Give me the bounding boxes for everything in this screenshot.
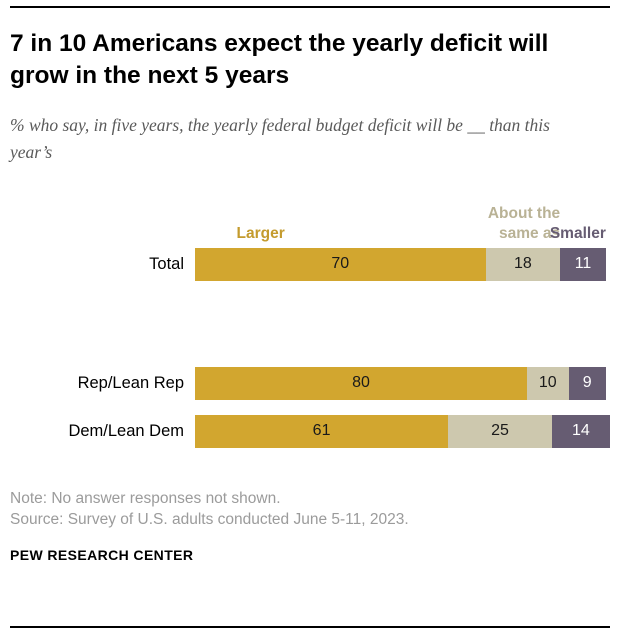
bar-segment-larger: 80 <box>195 366 527 400</box>
row-gap <box>10 400 610 415</box>
source-text: Source: Survey of U.S. adults conducted … <box>10 511 409 529</box>
bar-value: 9 <box>582 374 592 392</box>
bar-value: 25 <box>491 422 509 440</box>
legend-label-about-the-same: About the same as <box>487 205 561 242</box>
bar-group-total: 70 18 11 <box>195 247 610 281</box>
category-label-dem: Dem/Lean Dem <box>68 421 184 440</box>
bar-value: 70 <box>331 255 350 273</box>
chart-subtitle: % who say, in five years, the yearly fed… <box>10 114 550 162</box>
note-text: Note: No answer responses not shown. <box>10 489 281 507</box>
stacked-bar-chart: Larger About the same as Smaller Total 7… <box>10 184 610 448</box>
bar-group-rep: 80 10 9 <box>195 366 610 400</box>
bar-segment-larger: 70 <box>195 247 486 281</box>
bar-segment-about-the-same: 18 <box>485 247 561 281</box>
bar-value: 61 <box>312 422 331 440</box>
bar-segment-smaller: 14 <box>551 414 610 448</box>
bar-group-dem: 61 25 14 <box>195 414 610 448</box>
bar-segment-about-the-same: 25 <box>448 414 552 448</box>
category-label-rep: Rep/Lean Rep <box>77 373 184 392</box>
bar-segment-smaller: 9 <box>568 366 606 400</box>
bar-segment-larger: 61 <box>195 414 449 448</box>
bar-value: 14 <box>572 422 590 440</box>
bottom-divider <box>10 626 610 628</box>
pew-research-center-wordmark: PEW RESEARCH CENTER <box>10 546 194 563</box>
bar-value: 11 <box>574 255 592 273</box>
category-label-total: Total <box>149 254 184 273</box>
bar-segment-about-the-same: 10 <box>527 366 569 400</box>
legend-label-smaller: Smaller <box>549 224 606 242</box>
page-title: 7 in 10 Americans expect the yearly defi… <box>10 30 549 89</box>
chart-row-rep: Rep/Lean Rep 80 10 9 <box>10 366 610 400</box>
group-gap <box>10 281 610 367</box>
bar-value: 10 <box>538 374 557 392</box>
top-divider <box>10 6 610 8</box>
bar-value: 18 <box>513 255 532 273</box>
chart-row-dem: Dem/Lean Dem 61 25 14 <box>10 414 610 448</box>
bar-segment-smaller: 11 <box>560 247 606 281</box>
legend-label-larger: Larger <box>236 224 285 242</box>
chart-row-total: Total 70 18 11 <box>10 247 610 281</box>
notes: Note: No answer responses not shown. Sou… <box>10 488 610 531</box>
bar-value: 80 <box>352 374 370 392</box>
legend: Larger About the same as Smaller <box>195 184 610 248</box>
